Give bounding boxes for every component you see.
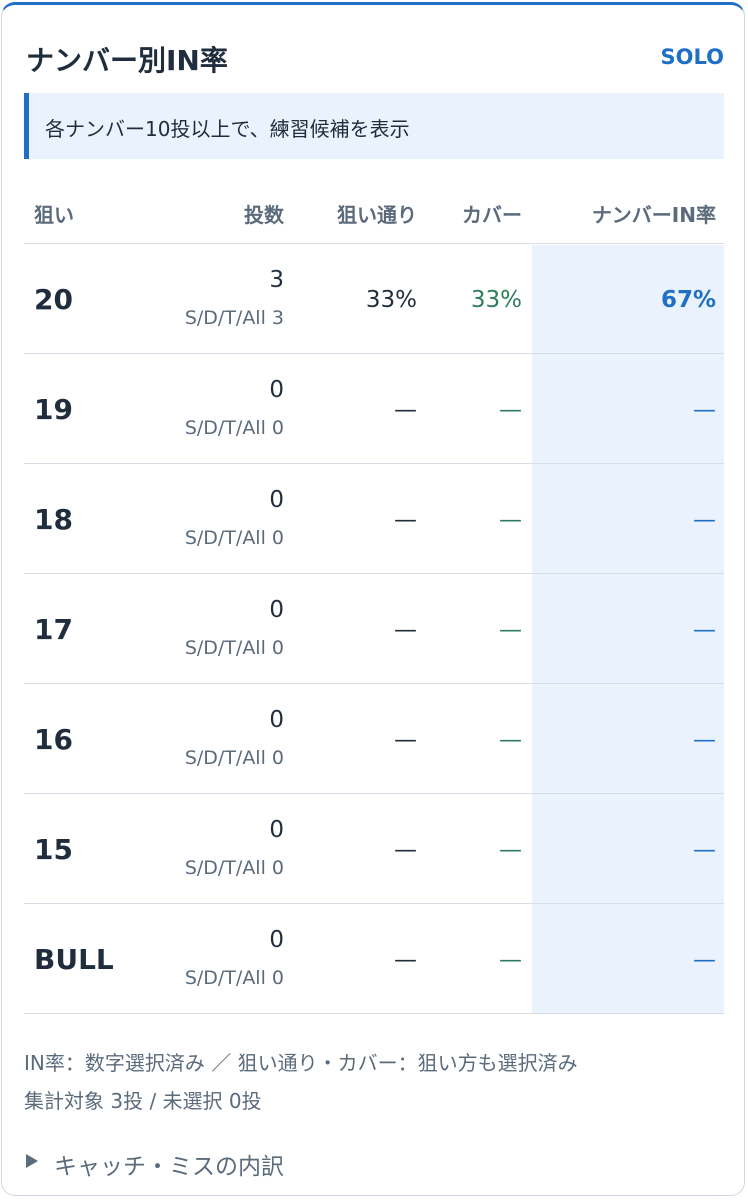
column-header: ナンバーIN率 [591, 203, 716, 227]
row-cover: — [499, 617, 522, 643]
row-breakdown: S/D/T/All 0 [184, 527, 284, 549]
row-target: 20 [34, 283, 73, 316]
row-in-rate: — [693, 617, 716, 643]
row-aim: — [394, 837, 417, 863]
row-cover: — [499, 507, 522, 533]
highlight-column [532, 245, 724, 1013]
row-rule [24, 463, 724, 464]
row-aim: — [394, 507, 417, 533]
row-breakdown: S/D/T/All 0 [184, 967, 284, 989]
row-throws: 3 [269, 267, 284, 293]
row-throws: 0 [269, 597, 284, 623]
disclosure-icon[interactable] [24, 1151, 40, 1171]
row-rule [24, 1013, 724, 1014]
row-aim: — [394, 397, 417, 423]
row-rule [24, 573, 724, 574]
row-throws: 0 [269, 817, 284, 843]
row-throws: 0 [269, 927, 284, 953]
row-in-rate: — [693, 727, 716, 753]
row-breakdown: S/D/T/All 0 [184, 747, 284, 769]
footer-note: 集計対象 3投 / 未選択 0投 [24, 1089, 262, 1113]
row-target: 18 [34, 503, 73, 536]
row-in-rate: — [693, 837, 716, 863]
row-cover: — [499, 397, 522, 423]
row-in-rate: — [693, 507, 716, 533]
details-toggle[interactable]: キャッチ・ミスの内訳 [54, 1154, 284, 1180]
notice-text: 各ナンバー10投以上で、練習候補を表示 [45, 117, 410, 141]
column-header: 狙い [34, 203, 74, 227]
column-header: 投数 [244, 203, 284, 227]
row-breakdown: S/D/T/All 3 [184, 307, 284, 329]
row-cover: — [499, 727, 522, 753]
row-aim: 33% [365, 287, 417, 313]
row-target: BULL [34, 943, 114, 976]
row-aim: — [394, 617, 417, 643]
row-cover: 33% [470, 287, 522, 313]
row-in-rate: — [693, 397, 716, 423]
row-cover: — [499, 837, 522, 863]
row-target: 19 [34, 393, 73, 426]
row-rule [24, 683, 724, 684]
row-in-rate: — [693, 947, 716, 973]
mode-badge: SOLO [660, 45, 724, 69]
column-header: 狙い通り [337, 203, 417, 227]
row-rule [24, 793, 724, 794]
row-target: 17 [34, 613, 73, 646]
row-aim: — [394, 947, 417, 973]
row-aim: — [394, 727, 417, 753]
row-target: 16 [34, 723, 73, 756]
row-in-rate: 67% [660, 287, 716, 313]
row-breakdown: S/D/T/All 0 [184, 637, 284, 659]
row-cover: — [499, 947, 522, 973]
row-throws: 0 [269, 707, 284, 733]
notice: 各ナンバー10投以上で、練習候補を表示 [24, 93, 724, 159]
row-throws: 0 [269, 487, 284, 513]
footer-note: IN率：数字選択済み ／ 狙い通り・カバー：狙い方も選択済み [24, 1051, 578, 1075]
row-throws: 0 [269, 377, 284, 403]
header-rule [24, 243, 724, 244]
row-rule [24, 903, 724, 904]
row-target: 15 [34, 833, 73, 866]
row-breakdown: S/D/T/All 0 [184, 857, 284, 879]
column-header: カバー [462, 203, 522, 227]
card-title: ナンバー別IN率 [26, 44, 228, 77]
row-breakdown: S/D/T/All 0 [184, 417, 284, 439]
row-rule [24, 353, 724, 354]
